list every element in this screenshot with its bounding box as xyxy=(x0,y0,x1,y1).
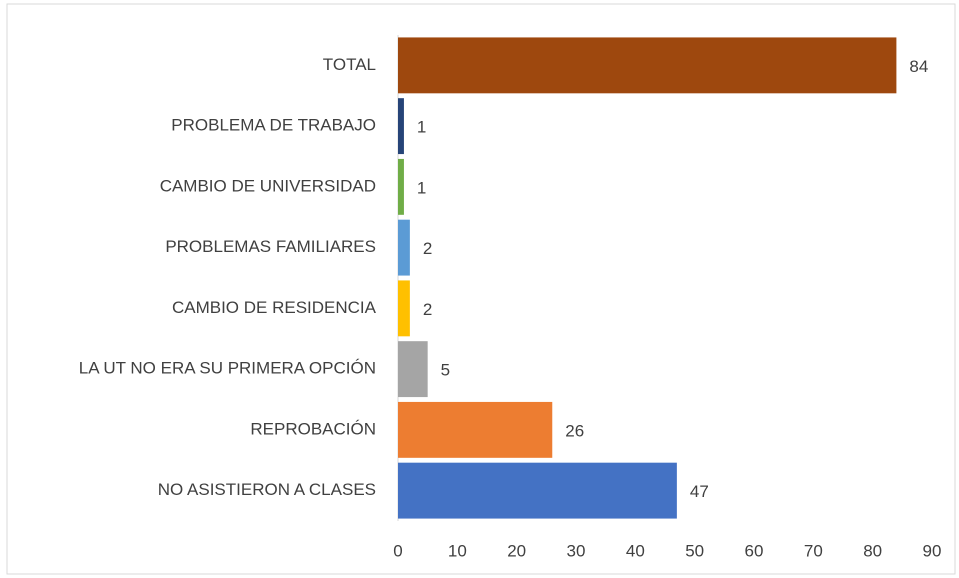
value-label: 47 xyxy=(690,482,709,501)
bar xyxy=(398,280,410,337)
bar xyxy=(398,158,404,215)
x-tick-label: 40 xyxy=(626,541,645,560)
value-label: 84 xyxy=(909,57,928,76)
y-tick-label: TOTAL xyxy=(323,55,376,74)
x-tick-label: 30 xyxy=(567,541,586,560)
x-tick-label: 70 xyxy=(804,541,823,560)
bar xyxy=(398,37,897,94)
value-label: 1 xyxy=(417,178,426,197)
value-label: 5 xyxy=(441,361,450,380)
bar xyxy=(398,401,553,458)
y-tick-label: NO ASISTIERON A CLASES xyxy=(158,480,376,499)
bar xyxy=(398,98,404,155)
y-tick-label: PROBLEMAS FAMILIARES xyxy=(165,237,376,256)
x-tick-label: 60 xyxy=(745,541,764,560)
value-label: 2 xyxy=(423,239,432,258)
x-tick-label: 90 xyxy=(923,541,942,560)
x-tick-label: 0 xyxy=(393,541,402,560)
x-tick-label: 20 xyxy=(507,541,526,560)
y-tick-label: REPROBACIÓN xyxy=(250,419,376,438)
y-tick-label: CAMBIO DE RESIDENCIA xyxy=(172,298,377,317)
x-tick-label: 80 xyxy=(863,541,882,560)
bar xyxy=(398,462,677,519)
bar xyxy=(398,219,410,276)
x-tick-label: 10 xyxy=(448,541,467,560)
y-tick-label: PROBLEMA DE TRABAJO xyxy=(171,116,376,135)
y-tick-label: LA UT NO ERA SU PRIMERA OPCIÓN xyxy=(79,359,376,378)
y-tick-label: CAMBIO DE UNIVERSIDAD xyxy=(160,176,376,195)
x-tick-label: 50 xyxy=(685,541,704,560)
value-label: 26 xyxy=(565,421,584,440)
bar xyxy=(398,341,428,398)
value-label: 2 xyxy=(423,300,432,319)
value-label: 1 xyxy=(417,118,426,137)
